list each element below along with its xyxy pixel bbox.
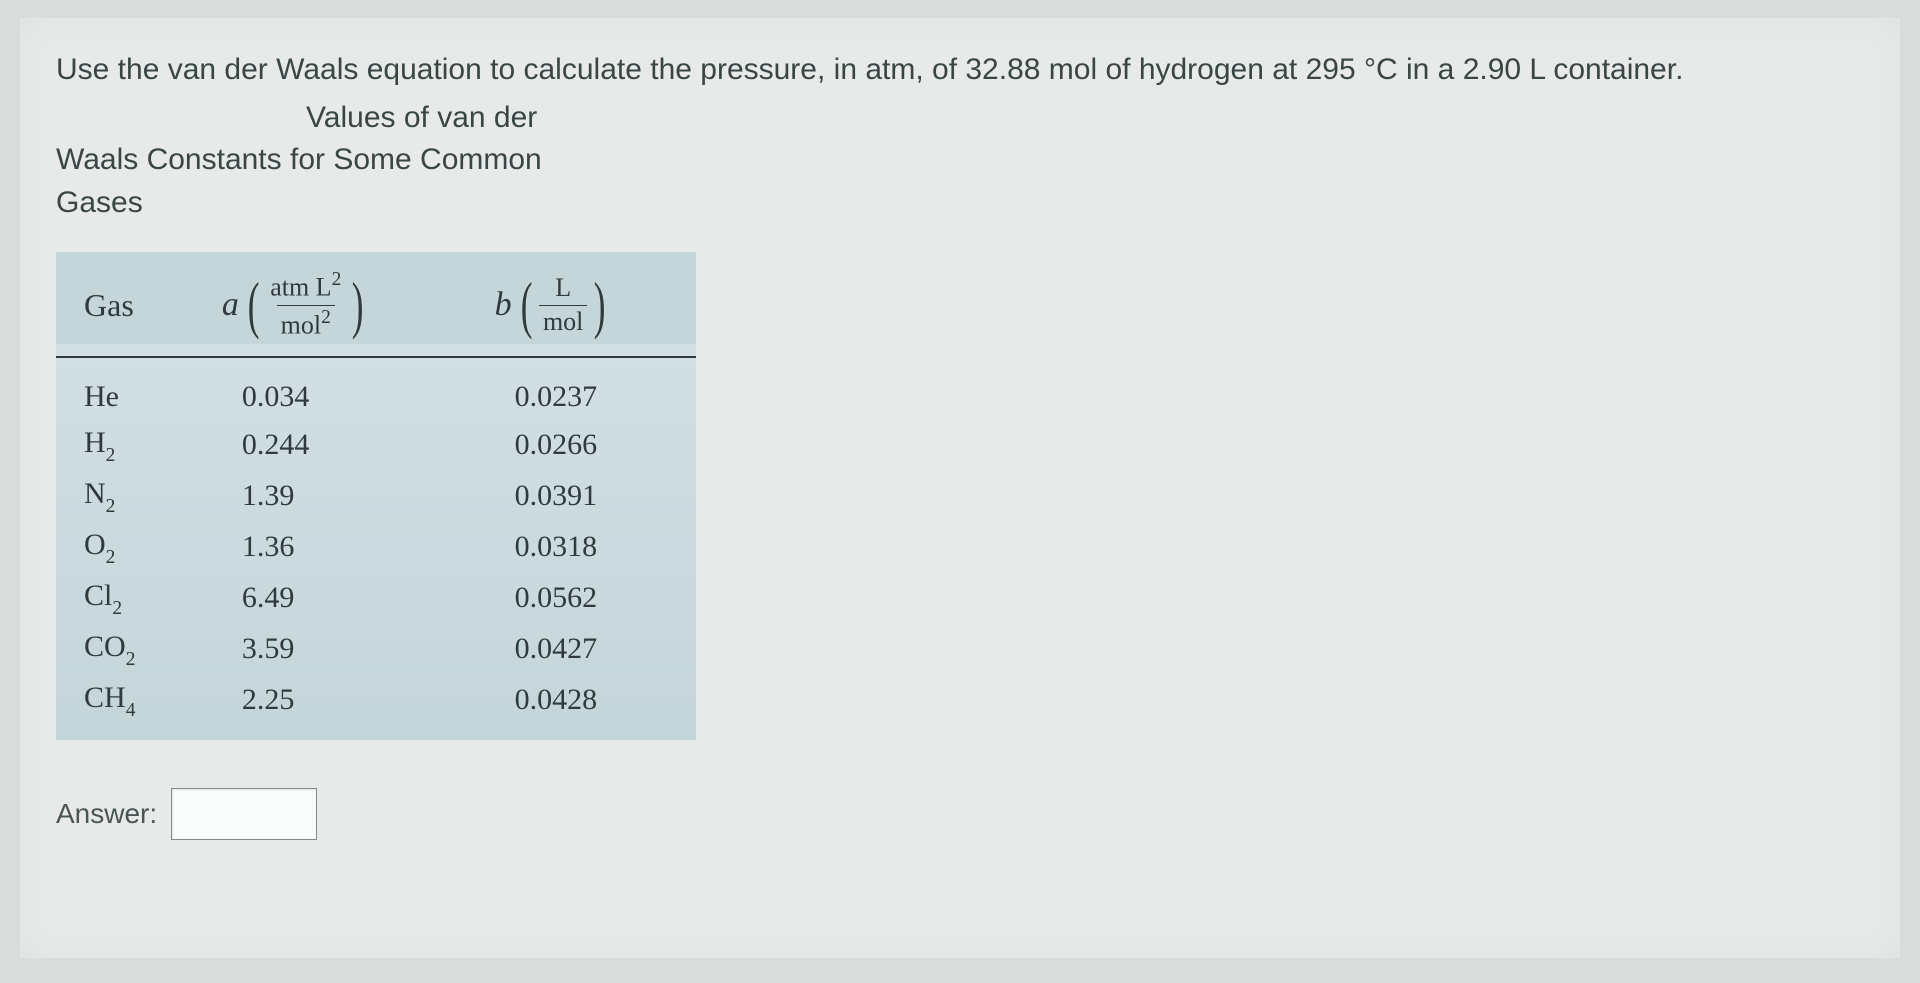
cell-a: 2.25	[194, 675, 467, 740]
cell-gas: CO2	[56, 624, 194, 675]
cell-gas: Cl2	[56, 573, 194, 624]
table-caption: Values of van der Waals Constants for So…	[56, 97, 1870, 225]
table-row: H20.2440.0266	[56, 420, 696, 471]
cell-b: 0.0391	[467, 471, 696, 522]
cell-b: 0.0562	[467, 573, 696, 624]
lparen-icon: (	[520, 276, 532, 334]
question-text: Use the van der Waals equation to calcul…	[56, 50, 1870, 91]
answer-row: Answer:	[56, 788, 1870, 840]
answer-label: Answer:	[56, 798, 157, 830]
header-a-fraction: atm L2 mol2	[264, 270, 347, 340]
cell-a: 1.36	[194, 522, 467, 573]
header-b-fraction: L mol	[537, 274, 589, 336]
cell-gas: He	[56, 357, 194, 420]
rparen-icon: )	[352, 276, 364, 334]
table-body: He0.0340.0237H20.2440.0266N21.390.0391O2…	[56, 357, 696, 740]
cell-a: 1.39	[194, 471, 467, 522]
caption-line-1: Values of van der	[56, 97, 1870, 140]
table-row: He0.0340.0237	[56, 357, 696, 420]
table-row: Cl26.490.0562	[56, 573, 696, 624]
caption-line-3: Gases	[56, 182, 1870, 225]
cell-a: 3.59	[194, 624, 467, 675]
cell-b: 0.0266	[467, 420, 696, 471]
table-row: CO23.590.0427	[56, 624, 696, 675]
col-header-a: a ( atm L2 mol2 )	[194, 252, 467, 357]
table-row: CH42.250.0428	[56, 675, 696, 740]
header-b-var: b	[495, 286, 512, 324]
col-header-b: b ( L mol )	[467, 252, 696, 357]
cell-gas: H2	[56, 420, 194, 471]
cell-b: 0.0427	[467, 624, 696, 675]
content-area: Use the van der Waals equation to calcul…	[20, 18, 1900, 840]
constants-table-wrap: Gas a ( atm L2 mol2 )	[56, 252, 696, 740]
page-container: Use the van der Waals equation to calcul…	[20, 18, 1900, 958]
answer-input[interactable]	[171, 788, 317, 840]
constants-table: Gas a ( atm L2 mol2 )	[56, 252, 696, 740]
header-a-var: a	[222, 286, 239, 324]
lparen-icon: (	[248, 276, 260, 334]
caption-line-2: Waals Constants for Some Common	[56, 139, 1870, 182]
cell-gas: O2	[56, 522, 194, 573]
rparen-icon: )	[594, 276, 606, 334]
cell-a: 6.49	[194, 573, 467, 624]
table-row: O21.360.0318	[56, 522, 696, 573]
cell-a: 0.244	[194, 420, 467, 471]
table-header-row: Gas a ( atm L2 mol2 )	[56, 252, 696, 357]
table-row: N21.390.0391	[56, 471, 696, 522]
cell-b: 0.0318	[467, 522, 696, 573]
cell-b: 0.0237	[467, 357, 696, 420]
cell-a: 0.034	[194, 357, 467, 420]
cell-gas: CH4	[56, 675, 194, 740]
col-header-gas: Gas	[56, 252, 194, 357]
cell-gas: N2	[56, 471, 194, 522]
cell-b: 0.0428	[467, 675, 696, 740]
